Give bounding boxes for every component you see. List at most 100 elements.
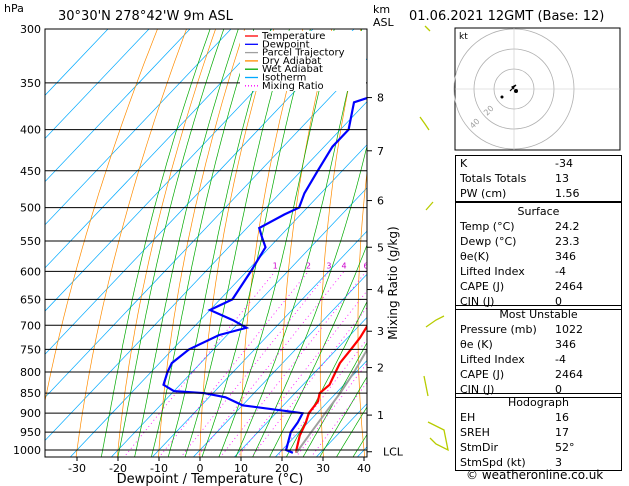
index-row: θe(K) 346 [456,249,621,264]
height-tick-label: 7 [377,145,384,158]
pressure-tick-label: 600 [20,265,41,278]
indices-surface-panel: Surface Temp (°C) 24.2 Dewp (°C) 23.3 θe(K) 34… [455,202,622,310]
dry-adiabat-line [158,29,246,457]
legend-background [240,31,366,91]
x-axis-title: Dewpoint / Temperature (°C) [117,472,304,486]
mixing-ratio-line [250,306,367,457]
pressure-tick-label: 650 [20,293,41,306]
legend-label: Isotherm [262,73,306,84]
dry-adiabat-line [75,29,187,457]
index-label: SREH [460,426,490,439]
dewpoint-line [162,96,367,454]
height-tick-label: 4 [377,284,384,297]
hodograph-unit-label: kt [459,32,468,42]
wind-barb [425,315,445,328]
pressure-tick-label: 1000 [13,444,41,457]
wet-adiabat-line [235,29,363,457]
pressure-tick-label: 950 [20,426,41,439]
datetime-title: 01.06.2021 12GMT (Base: 12) [409,9,605,24]
wet-adiabat-line [151,29,255,457]
section-title: Surface [517,205,560,218]
mixing-ratio-label: 2 [306,261,311,270]
pressure-tick-label: 800 [20,366,41,379]
credit-text: © weatheronline.co.uk [466,468,604,482]
temperature-line [295,324,367,453]
index-label: CIN (J) [460,383,495,396]
mixing-ratio-line [219,271,367,457]
wet-adiabat-line [336,406,367,457]
wet-adiabat-line [167,29,272,457]
index-row: Pressure (mb) 1022 [456,322,621,337]
index-value: 16 [555,411,569,424]
mixing-ratio-label: 4 [341,261,346,270]
index-label: EH [460,411,476,424]
mixing-ratio-line [310,381,367,457]
wet-adiabat-line [117,29,225,457]
temperature-tick-label: 20 [275,462,289,475]
index-row: CIN (J) 0 [456,294,621,309]
index-row: SREH 17 [456,425,621,440]
dry-adiabat-line [357,168,367,457]
height-tick-label: 5 [377,241,384,254]
storm-motion-dot [514,89,518,93]
dry-adiabat-line [116,29,216,457]
index-value: -4 [555,353,566,366]
index-label: StmSpd (kt) [460,456,526,469]
pressure-tick-label: 350 [20,77,41,90]
dry-adiabat-line [430,5,452,471]
legend-label: Temperature [261,31,325,42]
index-row: Totals Totals 13 [456,171,621,186]
dry-adiabat-line [622,5,629,471]
pressure-tick-label: 400 [20,124,41,137]
index-label: CIN (J) [460,295,495,308]
index-row: StmSpd (kt) 3 [456,455,621,470]
mixing-ratio-label: 15 [414,261,424,270]
parcel-trajectory-line [295,347,367,454]
section-title-row: Most Unstable [456,306,621,322]
index-row: CAPE (J) 2464 [456,367,621,382]
section-title: Most Unstable [499,308,578,321]
wind-barb [424,25,431,32]
index-row: θe (K) 346 [456,337,621,352]
section-title: Hodograph [508,396,569,409]
index-value: 17 [555,426,569,439]
dry-adiabat-line [45,29,158,403]
index-value: 1.56 [555,187,580,200]
index-label: Temp (°C) [460,220,515,233]
temperature-tick-label: 0 [197,462,204,475]
mixing-ratio-line [295,362,367,457]
section-title-row: Surface [456,203,621,219]
wind-barb [427,421,449,452]
pressure-tick-label: 700 [20,319,41,332]
section-title-row: Hodograph [456,394,621,410]
wet-adiabat-line [218,29,335,457]
height-tick-label: 3 [377,325,384,338]
index-row: K -34 [456,156,621,171]
mixing-ratio-label: 20 [432,261,442,270]
index-row: StmDir 52° [456,440,621,455]
pressure-tick-label: 850 [20,387,41,400]
index-value: -34 [555,157,573,170]
hpa-label: hPa [4,2,24,15]
km-label: km [373,3,391,16]
wet-adiabat-line [184,29,290,457]
height-tick-label: 1 [377,409,384,422]
index-label: Lifted Index [460,265,525,278]
mixing-ratio-label: 1 [273,261,278,270]
wet-adiabat-line [252,144,367,457]
index-row: CAPE (J) 2464 [456,279,621,294]
index-row: PW (cm) 1.56 [456,186,621,201]
mixing-ratio-line [123,271,276,457]
index-row: Dewp (°C) 23.3 [456,234,621,249]
mixing-ratio-line [180,271,330,457]
asl-label: ASL [373,16,394,29]
index-row: Temp (°C) 24.2 [456,219,621,234]
temperature-tick-label: -10 [150,462,168,475]
index-label: Pressure (mb) [460,323,537,336]
index-row: EH 16 [456,410,621,425]
dry-adiabat-line [280,29,333,457]
indices-unstable-panel: Most Unstable Pressure (mb) 1022 θe (K) 346 L… [455,305,622,398]
index-label: Lifted Index [460,353,525,366]
height-tick-label: LCL [383,446,404,459]
index-label: Dewp (°C) [460,235,517,248]
